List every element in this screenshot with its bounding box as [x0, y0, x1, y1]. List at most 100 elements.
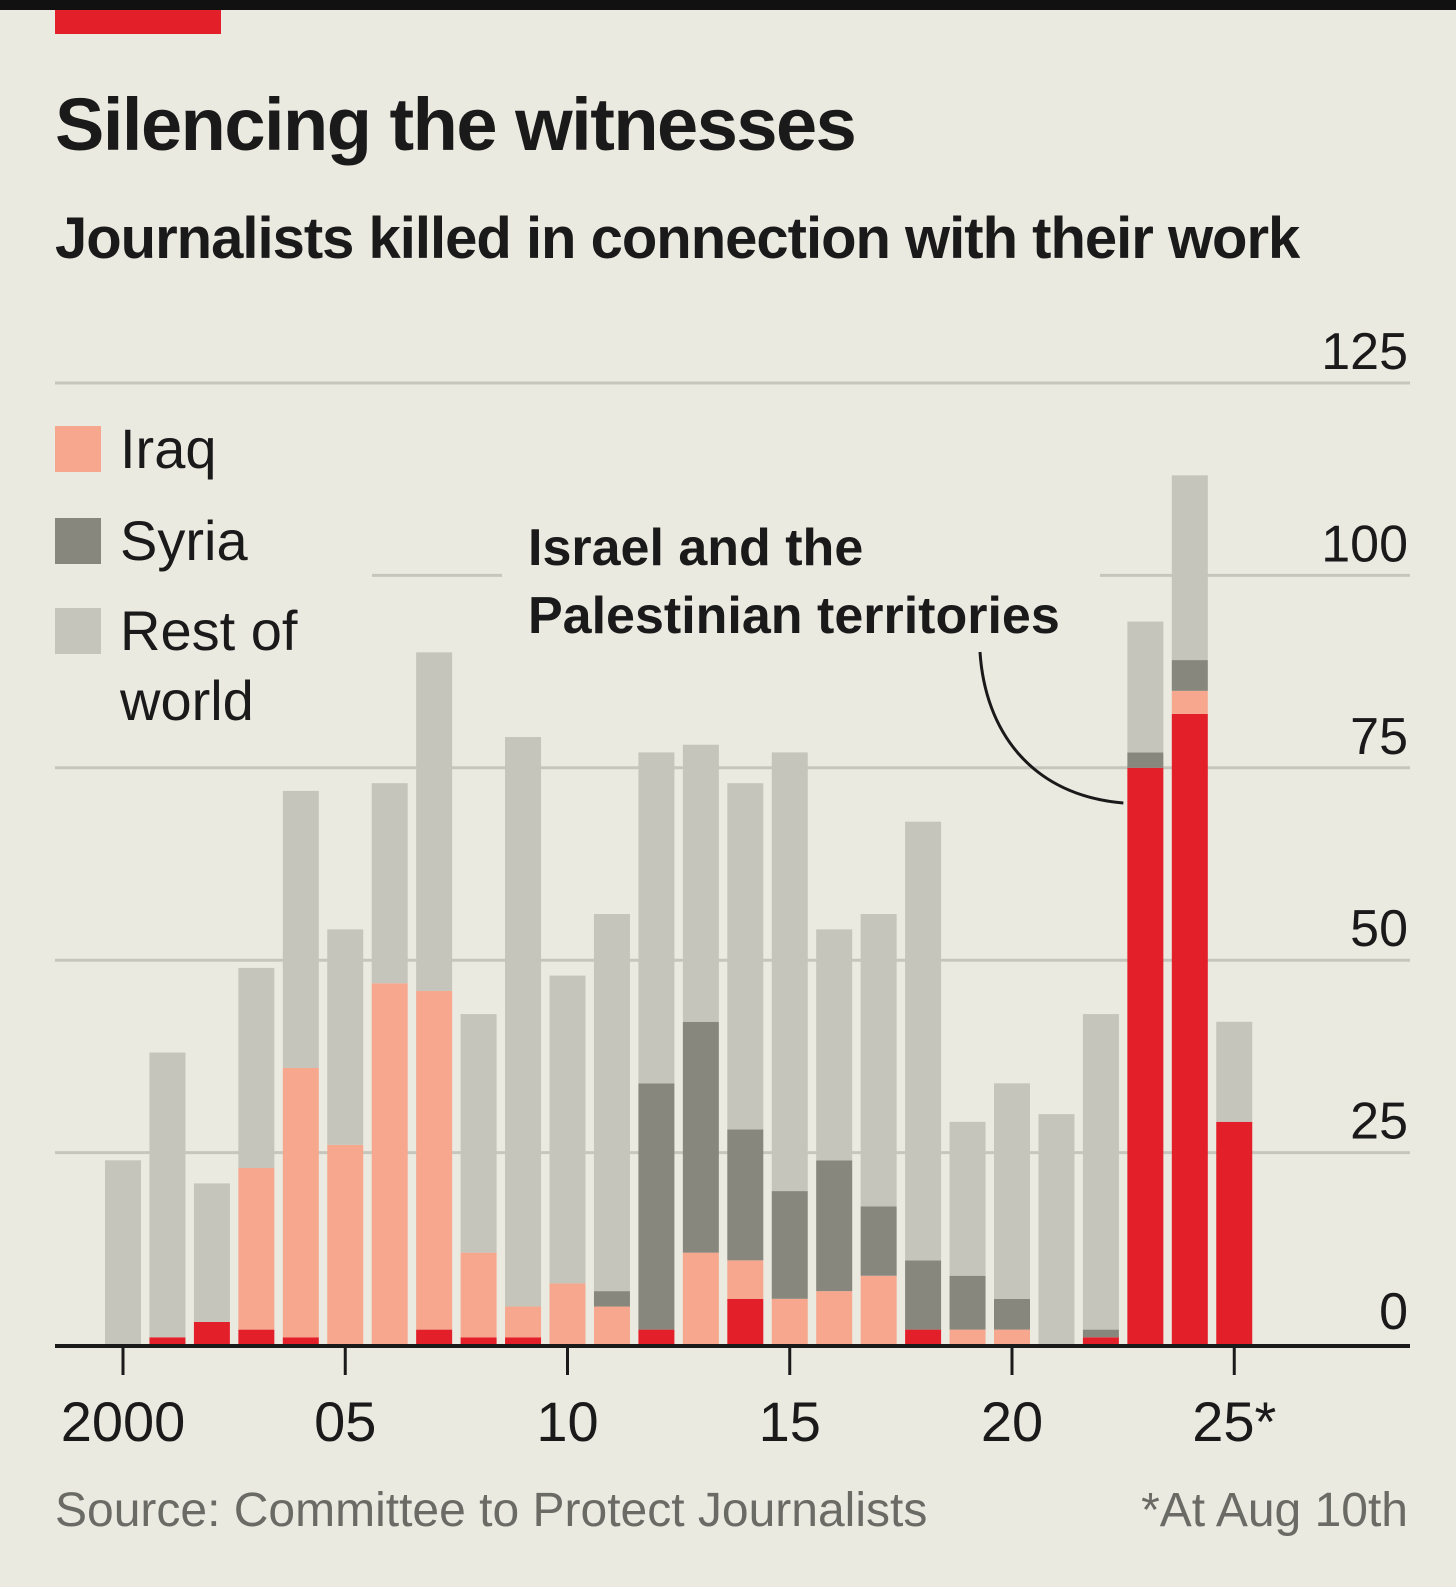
bar-syria-2018 — [905, 1260, 942, 1330]
bar-iraq-2011 — [593, 1306, 630, 1345]
bar-rest-2003 — [238, 967, 275, 1168]
bar-israel-2009 — [505, 1337, 542, 1345]
top-border — [0, 0, 1456, 10]
bar-syria-2024 — [1171, 660, 1208, 691]
chart-subtitle: Journalists killed in connection with th… — [55, 206, 1300, 271]
bar-iraq-2010 — [549, 1283, 586, 1345]
bar-rest-2006 — [371, 783, 408, 984]
legend-label-syria: Syria — [120, 509, 248, 572]
chart-title: Silencing the witnesses — [55, 83, 857, 166]
bar-rest-2017 — [860, 914, 897, 1207]
bar-syria-2017 — [860, 1206, 897, 1276]
bar-rest-2021 — [1038, 1114, 1075, 1345]
bar-rest-2000 — [105, 1160, 141, 1345]
bar-rest-2001 — [149, 1052, 186, 1338]
footnote: *At Aug 10th — [1141, 1484, 1408, 1537]
bar-iraq-2007 — [416, 990, 453, 1330]
bar-iraq-2015 — [771, 1298, 808, 1345]
bar-iraq-2008 — [460, 1252, 497, 1338]
bar-rest-2019 — [949, 1121, 986, 1276]
x-tick-label: 10 — [536, 1390, 598, 1453]
bar-iraq-2024 — [1171, 690, 1208, 714]
bar-israel-2012 — [638, 1329, 675, 1345]
bar-israel-2003 — [238, 1329, 275, 1345]
legend-swatch-rest — [55, 608, 101, 654]
annotation-label: Israel and the — [528, 519, 863, 577]
bar-israel-2023 — [1127, 767, 1164, 1345]
bar-rest-2015 — [771, 752, 808, 1192]
bar-syria-2022 — [1082, 1329, 1119, 1338]
bar-israel-2024 — [1171, 713, 1208, 1345]
bar-israel-2018 — [905, 1329, 942, 1345]
bar-israel-2014 — [727, 1298, 764, 1345]
y-tick-label: 0 — [1379, 1283, 1408, 1341]
source-note: Source: Committee to Protect Journalists — [55, 1484, 928, 1537]
bar-rest-2008 — [460, 1014, 497, 1253]
x-tick-label: 15 — [759, 1390, 821, 1453]
bar-rest-2014 — [727, 783, 764, 1130]
bar-rest-2010 — [549, 975, 586, 1284]
y-tick-label: 50 — [1350, 900, 1408, 958]
y-tick-label: 100 — [1321, 515, 1408, 573]
legend-label-rest: world — [119, 669, 254, 732]
bar-iraq-2009 — [505, 1306, 542, 1338]
annotation-leader-line — [978, 651, 1124, 805]
x-tick-label: 05 — [314, 1390, 376, 1453]
bar-rest-2011 — [593, 914, 630, 1292]
legend-swatch-syria — [55, 518, 101, 564]
legend-label-iraq: Iraq — [120, 417, 217, 480]
bar-rest-2012 — [638, 752, 675, 1084]
legend-swatch-iraq — [55, 426, 101, 472]
bar-rest-2020 — [994, 1083, 1030, 1299]
x-tick-label: 20 — [981, 1390, 1043, 1453]
bar-rest-2005 — [327, 929, 364, 1145]
annotation-label: Palestinian territories — [528, 587, 1060, 645]
bar-syria-2014 — [727, 1129, 764, 1261]
bar-iraq-2003 — [238, 1167, 275, 1330]
bar-iraq-2014 — [727, 1260, 764, 1299]
bar-israel-2007 — [416, 1329, 453, 1345]
bar-iraq-2004 — [282, 1067, 319, 1338]
bar-rest-2009 — [505, 737, 542, 1307]
annotation: Israel and the Palestinian territories — [528, 519, 1124, 805]
accent-tag — [55, 10, 221, 34]
bar-rest-2004 — [282, 790, 319, 1068]
bar-rest-2025 — [1216, 1021, 1253, 1122]
bar-syria-2013 — [682, 1021, 719, 1253]
bar-rest-2018 — [905, 821, 942, 1261]
bar-israel-2001 — [149, 1337, 186, 1345]
bar-rest-2007 — [416, 652, 453, 991]
bar-syria-2023 — [1127, 752, 1164, 768]
bar-iraq-2005 — [327, 1144, 364, 1345]
legend: Iraq Syria Rest of world — [55, 417, 298, 732]
x-tick-label: 25* — [1192, 1390, 1276, 1453]
bar-iraq-2016 — [816, 1291, 853, 1345]
y-tick-label: 25 — [1350, 1093, 1408, 1151]
bar-israel-2022 — [1082, 1337, 1119, 1345]
bar-iraq-2006 — [371, 983, 408, 1345]
legend-label-rest: Rest of — [120, 599, 298, 662]
bar-rest-2022 — [1082, 1014, 1119, 1330]
x-tick-label: 2000 — [61, 1390, 186, 1453]
y-tick-label: 125 — [1321, 323, 1408, 381]
bar-rest-2013 — [682, 744, 719, 1022]
axes: 25 50 75 100 125 0 2000 05 10 15 20 25* — [55, 323, 1410, 1453]
bar-rest-2002 — [193, 1183, 230, 1322]
bar-rest-2016 — [816, 929, 853, 1161]
bar-rest-2023 — [1127, 621, 1164, 753]
bar-rest-2024 — [1171, 475, 1208, 661]
bars — [105, 475, 1253, 1345]
bar-israel-2002 — [193, 1321, 230, 1345]
bar-israel-2004 — [282, 1337, 319, 1345]
bar-israel-2025 — [1216, 1121, 1253, 1345]
bar-iraq-2019 — [949, 1329, 986, 1345]
bar-iraq-2017 — [860, 1275, 897, 1345]
bar-israel-2008 — [460, 1337, 497, 1345]
bar-syria-2015 — [771, 1191, 808, 1299]
bar-syria-2020 — [994, 1298, 1030, 1330]
bar-syria-2012 — [638, 1083, 675, 1330]
bar-syria-2011 — [593, 1291, 630, 1307]
y-tick-label: 75 — [1350, 708, 1408, 766]
bar-syria-2016 — [816, 1160, 853, 1292]
